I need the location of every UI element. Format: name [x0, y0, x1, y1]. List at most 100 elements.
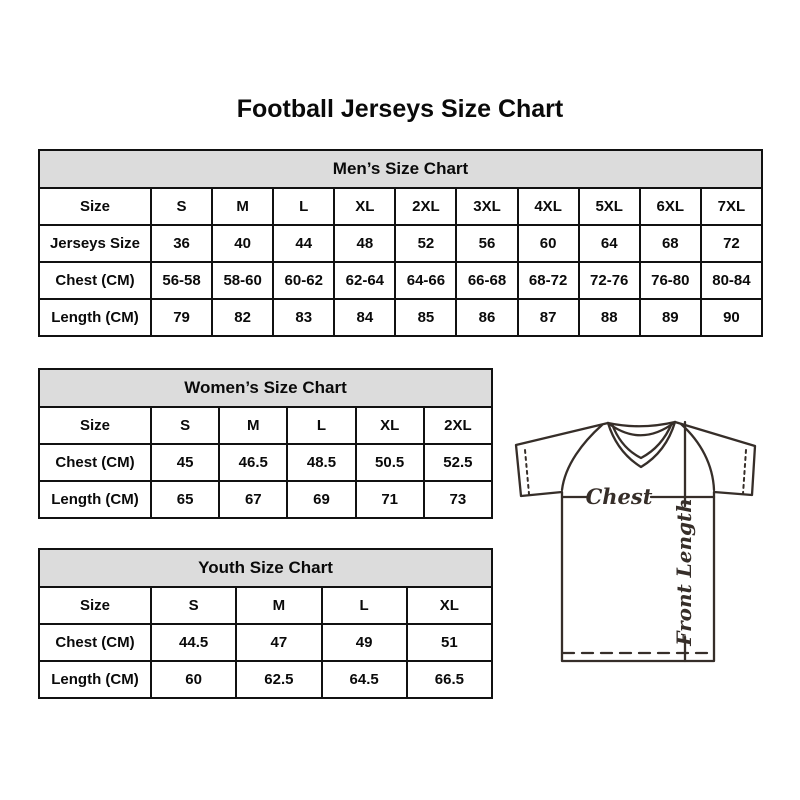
row-label-cell: Length (CM) [38, 480, 152, 519]
value-cell: 66-68 [455, 261, 519, 300]
table-row: Chest (CM) 56-58 58-60 60-62 62-64 64-66 66-68… [38, 261, 764, 300]
table-row: Size S M L XL [38, 586, 494, 625]
jersey-collar [606, 420, 677, 428]
table-header-row: Men’s Size Chart [38, 149, 763, 189]
value-cell: 48 [333, 224, 397, 263]
value-cell: 48.5 [286, 443, 357, 482]
womens-size-table: Women’s Size Chart Size S M L XL 2XL Chest (CM… [38, 368, 494, 519]
value-cell: 67 [218, 480, 289, 519]
value-cell: 52 [394, 224, 458, 263]
value-cell: S [149, 586, 238, 625]
table-row: Size S M L XL 2XL [38, 406, 494, 445]
value-cell: 79 [149, 298, 214, 337]
value-cell: L [286, 406, 357, 445]
chest-measure-label: Chest [586, 484, 653, 509]
front-length-measure-label: Front Length [672, 498, 696, 647]
value-cell: M [211, 187, 275, 226]
table-header-row: Youth Size Chart [38, 548, 493, 588]
jersey-vneck-inner [610, 421, 674, 460]
table-row: Length (CM) 65 67 69 71 73 [38, 480, 494, 519]
value-cell: 51 [405, 623, 494, 662]
table-row: Length (CM) 79 82 83 84 85 86 87 88 89 90 [38, 298, 764, 337]
value-cell: 3XL [455, 187, 519, 226]
jersey-vneck-outer [606, 420, 677, 469]
value-cell: 62-64 [333, 261, 397, 300]
table-title: Women’s Size Chart [38, 368, 493, 408]
value-cell: 90 [699, 298, 764, 337]
value-cell: 62.5 [235, 660, 323, 699]
row-label-cell: Chest (CM) [38, 261, 152, 300]
value-cell: 69 [286, 480, 357, 519]
value-cell: 76-80 [638, 261, 702, 300]
value-cell: 82 [211, 298, 275, 337]
value-cell: 85 [394, 298, 458, 337]
value-cell: 56 [455, 224, 519, 263]
value-cell: 44.5 [149, 623, 238, 662]
jersey-diagram: Chest Front Length [514, 420, 757, 663]
value-cell: L [320, 586, 408, 625]
table-row: Chest (CM) 45 46.5 48.5 50.5 52.5 [38, 443, 494, 482]
value-cell: 52.5 [422, 443, 494, 482]
value-cell: 46.5 [218, 443, 289, 482]
page-title: Football Jerseys Size Chart [236, 95, 564, 123]
row-label-cell: Chest (CM) [38, 443, 152, 482]
jersey-armhole-left [560, 423, 604, 492]
value-cell: 49 [320, 623, 408, 662]
value-cell: XL [354, 406, 425, 445]
value-cell: 58-60 [211, 261, 275, 300]
value-cell: 2XL [422, 406, 494, 445]
value-cell: 40 [211, 224, 275, 263]
row-label-cell: Size [38, 586, 152, 625]
value-cell: 65 [149, 480, 221, 519]
value-cell: 64-66 [394, 261, 458, 300]
value-cell: 47 [235, 623, 323, 662]
row-label-cell: Length (CM) [38, 298, 152, 337]
mens-size-table: Men’s Size Chart Size S M L XL 2XL 3XL 4XL 5XL 6X… [38, 149, 764, 337]
table-row: Length (CM) 60 62.5 64.5 66.5 [38, 660, 494, 699]
jersey-cuff-stitch-left [524, 449, 530, 495]
value-cell: 72 [699, 224, 764, 263]
value-cell: 87 [516, 298, 580, 337]
table-row: Jerseys Size 36 40 44 48 52 56 60 64 68 72 [38, 224, 764, 263]
table-row: Chest (CM) 44.5 47 49 51 [38, 623, 494, 662]
jersey-outline [514, 420, 757, 663]
value-cell: S [149, 187, 214, 226]
value-cell: 71 [354, 480, 425, 519]
table-row: Size S M L XL 2XL 3XL 4XL 5XL 6XL 7XL [38, 187, 764, 226]
row-label-cell: Chest (CM) [38, 623, 152, 662]
row-label-cell: Jerseys Size [38, 224, 152, 263]
value-cell: 73 [422, 480, 494, 519]
row-label-cell: Length (CM) [38, 660, 152, 699]
youth-size-table: Youth Size Chart Size S M L XL Chest (CM) 44.5… [38, 548, 494, 699]
row-label-cell: Size [38, 187, 152, 226]
value-cell: 7XL [699, 187, 764, 226]
value-cell: 86 [455, 298, 519, 337]
value-cell: 68 [638, 224, 702, 263]
value-cell: 50.5 [354, 443, 425, 482]
value-cell: 64 [577, 224, 641, 263]
row-label-cell: Size [38, 406, 152, 445]
table-title: Men’s Size Chart [38, 149, 763, 189]
value-cell: 68-72 [516, 261, 580, 300]
value-cell: 2XL [394, 187, 458, 226]
value-cell: 72-76 [577, 261, 641, 300]
value-cell: 60 [149, 660, 238, 699]
value-cell: M [218, 406, 289, 445]
value-cell: XL [333, 187, 397, 226]
value-cell: 88 [577, 298, 641, 337]
value-cell: 83 [272, 298, 336, 337]
value-cell: 66.5 [405, 660, 494, 699]
table-header-row: Women’s Size Chart [38, 368, 493, 408]
value-cell: 84 [333, 298, 397, 337]
value-cell: 80-84 [699, 261, 764, 300]
value-cell: 56-58 [149, 261, 214, 300]
value-cell: 5XL [577, 187, 641, 226]
value-cell: M [235, 586, 323, 625]
value-cell: 45 [149, 443, 221, 482]
value-cell: L [272, 187, 336, 226]
value-cell: 44 [272, 224, 336, 263]
table-title: Youth Size Chart [38, 548, 493, 588]
value-cell: S [149, 406, 221, 445]
value-cell: 60-62 [272, 261, 336, 300]
